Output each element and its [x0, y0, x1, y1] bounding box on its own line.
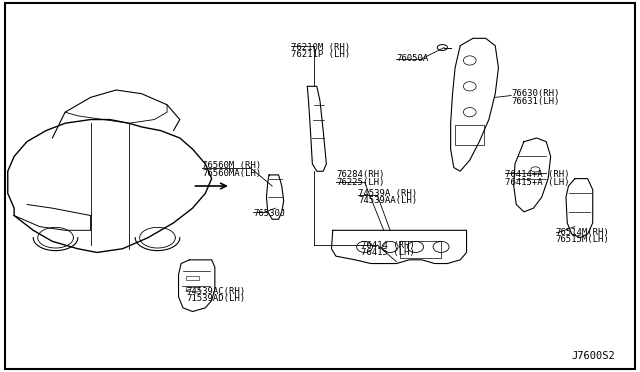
Text: 76560MA(LH): 76560MA(LH) — [202, 169, 261, 177]
Text: 76560M (RH): 76560M (RH) — [202, 161, 261, 170]
Text: 76514M(RH): 76514M(RH) — [556, 228, 609, 237]
Text: 76631(LH): 76631(LH) — [511, 97, 559, 106]
Text: 76515M(LH): 76515M(LH) — [556, 235, 609, 244]
Text: 76415+A (LH): 76415+A (LH) — [505, 178, 570, 187]
Text: 74539AC(RH): 74539AC(RH) — [186, 287, 245, 296]
Text: 71539AD(LH): 71539AD(LH) — [186, 294, 245, 303]
Text: 76415 (LH): 76415 (LH) — [362, 248, 415, 257]
Text: 76530J: 76530J — [253, 209, 285, 218]
Text: 76211P (LH): 76211P (LH) — [291, 51, 351, 60]
Text: 76050A: 76050A — [396, 54, 429, 63]
Text: 74539AA(LH): 74539AA(LH) — [358, 196, 417, 205]
Text: 76630(RH): 76630(RH) — [511, 89, 559, 98]
Text: 76225(LH): 76225(LH) — [336, 178, 384, 187]
Text: 76414 (RH): 76414 (RH) — [362, 241, 415, 250]
Text: 74539A (RH): 74539A (RH) — [358, 189, 417, 198]
Text: 76284(RH): 76284(RH) — [336, 170, 384, 179]
Text: 76414+A (RH): 76414+A (RH) — [505, 170, 570, 179]
Text: 76210M (RH): 76210M (RH) — [291, 43, 351, 52]
Text: J7600S2: J7600S2 — [572, 351, 616, 361]
